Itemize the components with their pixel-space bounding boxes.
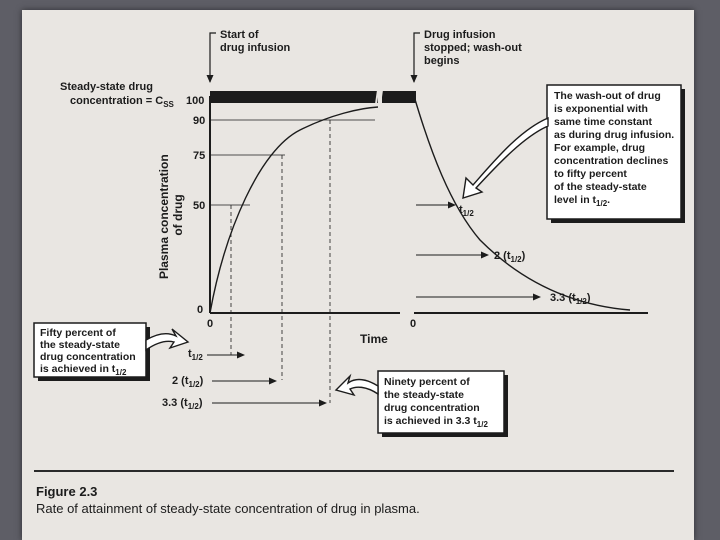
fifty-note-line-1: Fifty percent of: [40, 327, 116, 339]
right-t-half-label: t1/2: [459, 204, 474, 218]
x-zero-right: 0: [410, 318, 416, 330]
washout-note-pointer: [462, 116, 549, 200]
washout-note-line-1: The wash-out of drug: [554, 90, 661, 102]
right-t-half-main: t: [459, 204, 463, 216]
left-2t-label: 2 (t1/2): [172, 375, 204, 389]
css-label-2-sub: SS: [163, 100, 174, 109]
right-33t-main: 3.3 (t: [550, 292, 576, 304]
start-infusion-arrow: [206, 32, 216, 83]
washout-note-sub: 1/2: [596, 199, 608, 208]
washout-note-box: [546, 84, 682, 220]
caption-rule: [34, 470, 674, 472]
stop-infusion-label-3: begins: [424, 55, 459, 67]
washout-curve: [413, 95, 631, 311]
svg-text:Drug infusion stopped; w: Drug infusion stopped; wash-out begins: [424, 29, 525, 67]
left-t-half-label: t1/2: [188, 348, 203, 362]
infusion-curve: [209, 106, 379, 314]
right-33t-sub: 1/2: [576, 297, 588, 306]
caption-title: Figure 2.3: [36, 484, 98, 499]
css-label-2: concentration = CSS: [70, 95, 175, 109]
washout-note-line-6: concentration declines: [554, 155, 669, 167]
stop-infusion-label-1: Drug infusion: [424, 29, 496, 41]
y-axis-label-1: Plasma concentration: [157, 154, 171, 279]
axis-break-mark: [375, 89, 383, 105]
right-t-half-sub: 1/2: [463, 209, 475, 218]
ninety-note-line-4: is achieved in 3.3 t: [384, 415, 477, 427]
caption-text: Rate of attainment of steady-state conce…: [36, 501, 420, 516]
svg-text:Plasma concentration of: Plasma concentration of drug: [157, 151, 185, 279]
washout-note-line-9: level in t: [554, 194, 597, 206]
right-33t-label: 3.3 (t1/2): [550, 292, 591, 306]
washout-note-line-7: to fifty percent: [554, 168, 627, 180]
left-2t-close: ): [200, 375, 204, 387]
steady-state-bar-right: [382, 91, 416, 103]
left-t-half-main: t: [188, 348, 192, 360]
y-tick-50: 50: [193, 200, 205, 212]
right-33t-close: ): [587, 292, 591, 304]
left-33t-sub: 1/2: [188, 402, 200, 411]
washout-note-line-3: same time constant: [554, 116, 653, 128]
ninety-note-line-3: drug concentration: [384, 402, 480, 414]
x-axis-label: Time: [360, 332, 388, 346]
figure-caption: Figure 2.3 Rate of attainment of steady-…: [36, 484, 636, 516]
ninety-note-text: Ninety percent of the steady-state drug …: [384, 376, 488, 429]
washout-note-text: The wash-out of drug is exponential with…: [554, 90, 677, 208]
washout-note-line-4: as during drug infusion.: [554, 129, 674, 141]
fifty-note-line-2: the steady-state: [40, 339, 120, 351]
fifty-note-sub: 1/2: [115, 368, 127, 377]
fifty-note-line-3: drug concentration: [40, 351, 136, 363]
ninety-note-line-2: the steady-state: [384, 389, 464, 401]
washout-note-line-8: of the steady-state: [554, 181, 647, 193]
left-2t-main: 2 (t: [172, 375, 189, 387]
washout-note-line-2: is exponential with: [554, 103, 648, 115]
left-t-half-sub: 1/2: [192, 353, 204, 362]
right-2t-close: ): [522, 250, 526, 262]
washout-note-line-5: For example, drug: [554, 142, 645, 154]
left-33t-close: ): [199, 397, 203, 409]
washout-note-end: .: [607, 194, 610, 206]
x-zero-left: 0: [207, 318, 213, 330]
right-2t-label: 2 (t1/2): [494, 250, 526, 264]
start-infusion-label-2: drug infusion: [220, 42, 291, 54]
fifty-note-box: [33, 322, 147, 378]
right-2t-sub: 1/2: [511, 255, 523, 264]
ninety-note-box: [377, 370, 505, 434]
ninety-note-line-1: Ninety percent of: [384, 376, 470, 388]
steady-state-bar: [210, 91, 378, 103]
css-label-1: Steady-state drug: [60, 81, 153, 93]
left-33t-main: 3.3 (t: [162, 397, 188, 409]
fifty-note-text: Fifty percent of the steady-state drug c…: [40, 327, 139, 377]
fifty-note-pointer: [145, 328, 190, 352]
start-infusion-label-1: Start of: [220, 29, 259, 41]
css-label-2-main: concentration = C: [70, 95, 163, 107]
right-2t-main: 2 (t: [494, 250, 511, 262]
fifty-note-line-4: is achieved in t: [40, 363, 116, 375]
y-tick-100: 100: [186, 95, 204, 107]
y-tick-90: 90: [193, 115, 205, 127]
ninety-note-pointer: [334, 373, 379, 397]
svg-text:Start of drug infusion: Start of drug infusion: [220, 29, 291, 54]
left-2t-sub: 1/2: [189, 380, 201, 389]
y-axis-label-2: of drug: [171, 194, 185, 235]
y-tick-0: 0: [197, 304, 203, 316]
stop-infusion-arrow: [410, 32, 420, 83]
stop-infusion-label-2: stopped; wash-out: [424, 42, 522, 54]
ninety-note-sub: 1/2: [477, 420, 489, 429]
left-33t-label: 3.3 (t1/2): [162, 397, 203, 411]
y-tick-75: 75: [193, 150, 205, 162]
